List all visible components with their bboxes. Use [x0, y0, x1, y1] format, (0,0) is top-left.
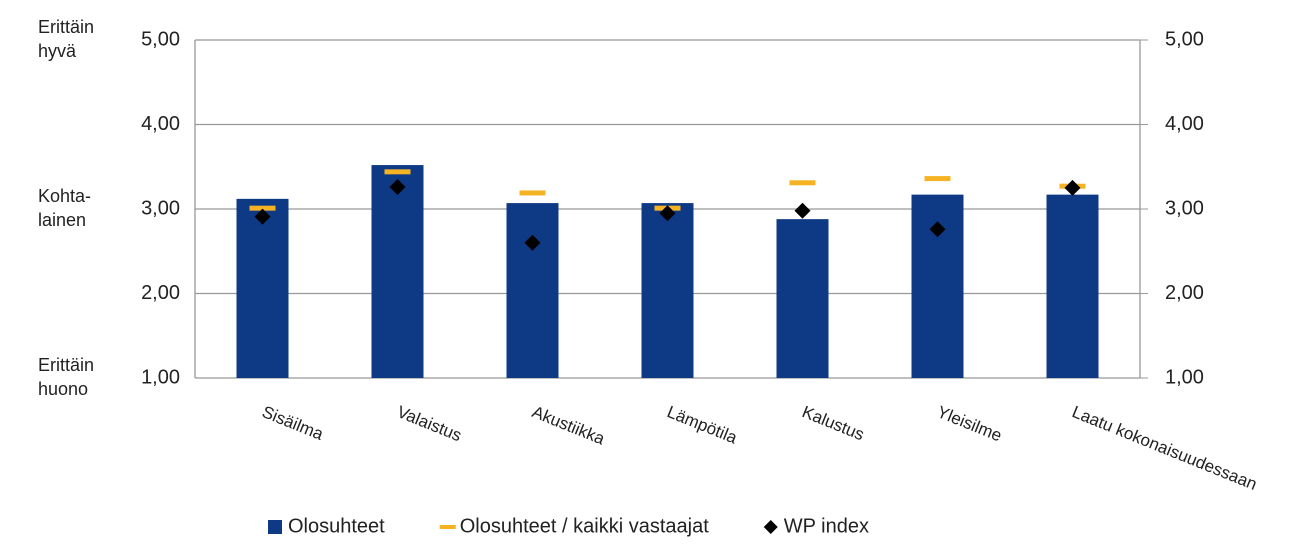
bar: [236, 198, 289, 378]
legend-label: Olosuhteet / kaikki vastaajat: [460, 515, 709, 537]
y2-tick-label: 3,00: [1165, 197, 1204, 219]
side-label: huono: [38, 379, 88, 399]
dash-marker: [924, 176, 951, 182]
diamond-marker: [1064, 179, 1081, 196]
legend-label: Olosuhteet: [288, 515, 385, 537]
side-label: Erittäin: [38, 17, 94, 37]
legend-swatch: [439, 525, 456, 529]
y2-tick-label: 4,00: [1165, 113, 1204, 135]
legend-swatch: [268, 520, 282, 534]
x-tick-label: Valaistus: [394, 402, 464, 445]
side-label: lainen: [38, 210, 86, 230]
bar: [776, 219, 829, 378]
dash-marker: [519, 190, 546, 196]
y-tick-label: 4,00: [141, 113, 180, 135]
dash-marker: [789, 180, 816, 186]
y-tick-label: 2,00: [141, 282, 180, 304]
diamond-marker: [389, 179, 406, 196]
dash-marker: [384, 169, 411, 175]
x-tick-label: Yleisilme: [934, 402, 1004, 445]
y-tick-label: 3,00: [141, 197, 180, 219]
x-tick-label: Laatu kokonaisuudessaan: [1069, 402, 1259, 494]
y2-tick-label: 5,00: [1165, 28, 1204, 50]
diamond-marker: [524, 234, 541, 251]
diamond-marker: [659, 205, 676, 222]
side-label: Erittäin: [38, 355, 94, 375]
diamond-marker: [929, 221, 946, 238]
x-tick-label: Lämpötila: [664, 402, 740, 447]
bar: [641, 203, 694, 378]
y2-tick-label: 1,00: [1165, 366, 1204, 388]
bar: [1046, 194, 1099, 378]
y2-tick-label: 2,00: [1165, 282, 1204, 304]
diamond-marker: [794, 202, 811, 219]
x-tick-label: Sisäilma: [259, 402, 326, 444]
legend-swatch: [763, 520, 778, 534]
diamond-marker: [254, 208, 271, 225]
side-label: hyvä: [38, 41, 77, 61]
y-tick-label: 1,00: [141, 366, 180, 388]
bar: [506, 203, 559, 378]
side-label: Kohta-: [38, 186, 91, 206]
y-tick-label: 5,00: [141, 28, 180, 50]
x-tick-label: Kalustus: [799, 402, 867, 444]
legend-label: WP index: [784, 515, 869, 537]
dash-marker: [249, 205, 276, 211]
x-tick-label: Akustiikka: [529, 402, 608, 448]
bar: [371, 165, 424, 378]
